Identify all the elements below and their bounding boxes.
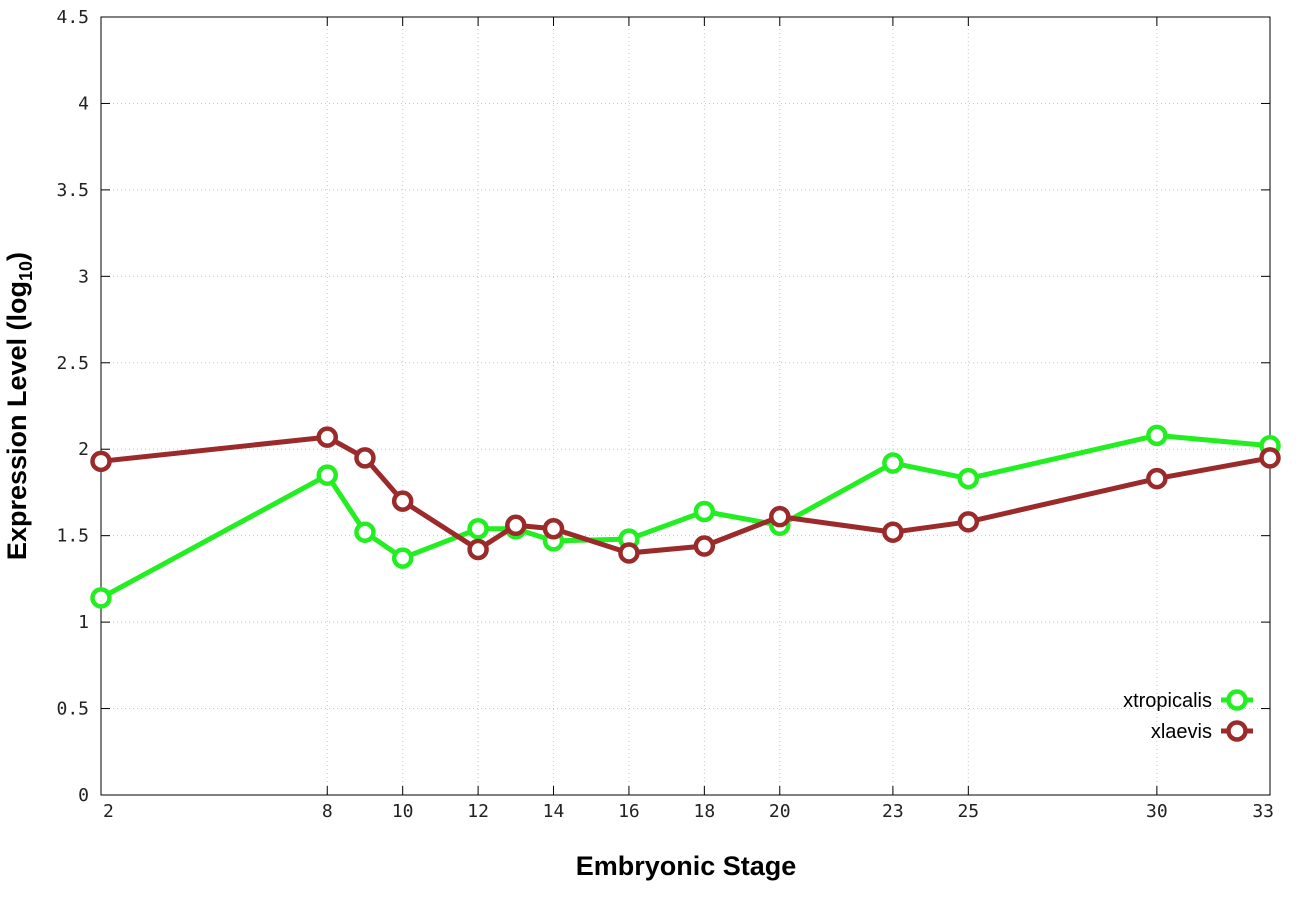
y-tick-label: 1 (78, 612, 89, 633)
y-tick-label: 4.5 (56, 7, 89, 28)
legend-label-xtropicalis: xtropicalis (1123, 690, 1212, 712)
data-point-xlaevis (618, 542, 640, 564)
y-tick-label: 0.5 (56, 699, 89, 720)
legend-marker-xtropicalis (1226, 689, 1248, 711)
data-point-xtropicalis (354, 521, 376, 543)
data-point-xlaevis (1259, 447, 1281, 469)
x-tick-label: 14 (543, 801, 565, 822)
data-point-xlaevis (505, 514, 527, 537)
x-tick-label: 23 (882, 801, 904, 822)
x-tick-label: 16 (618, 801, 640, 822)
data-point-xlaevis (391, 490, 414, 512)
data-point-xtropicalis (316, 464, 339, 486)
data-point-xtropicalis (467, 518, 489, 540)
data-point-xlaevis (693, 535, 716, 557)
y-axis-tick-labels: 0 0.5 1 1.5 2 2.5 3 3.5 4 4.5 (56, 7, 89, 806)
y-tick-label: 4 (78, 93, 89, 114)
data-point-xlaevis (542, 518, 565, 540)
y-tick-label: 2 (78, 439, 89, 460)
legend-label-xlaevis: xlaevis (1151, 721, 1212, 743)
data-point-xtropicalis (1146, 424, 1168, 447)
data-point-xtropicalis (882, 452, 904, 474)
x-axis-title: Embryonic Stage (576, 851, 797, 881)
data-point-xtropicalis (693, 500, 716, 523)
y-tick-label: 0 (78, 785, 89, 806)
y-tick-label: 2.5 (56, 353, 89, 374)
series-layer (90, 424, 1281, 609)
data-point-xtropicalis (391, 547, 414, 569)
plot-area-frame (100, 16, 1271, 796)
grid-lines (101, 17, 1270, 795)
x-tick-label: 30 (1146, 801, 1168, 822)
data-point-xlaevis (90, 450, 112, 473)
data-point-xlaevis (467, 538, 489, 561)
data-point-xlaevis (316, 426, 339, 448)
legend: xtropicalis xlaevis (1123, 689, 1253, 743)
data-point-xlaevis (957, 511, 980, 533)
x-tick-label: 12 (467, 801, 489, 822)
x-tick-label: 33 (1252, 801, 1274, 822)
legend-marker-xlaevis (1226, 720, 1248, 742)
legend-entry-xtropicalis: xtropicalis (1123, 689, 1253, 712)
data-point-xlaevis (354, 447, 376, 469)
y-axis-title-close: ) (2, 252, 32, 261)
x-tick-label: 10 (392, 801, 414, 822)
data-point-xlaevis (1146, 467, 1168, 490)
data-point-xtropicalis (90, 587, 112, 609)
legend-entry-xlaevis: xlaevis (1151, 720, 1253, 743)
y-axis-title-subscript: 10 (16, 261, 36, 281)
y-axis-title: Expression Level (log10) (2, 252, 36, 560)
x-axis-tick-labels: 2 8 10 12 14 16 18 20 23 25 30 33 (103, 801, 1274, 822)
x-tick-label: 20 (769, 801, 791, 822)
y-tick-label: 1.5 (56, 526, 89, 547)
x-tick-label: 25 (957, 801, 979, 822)
axis-ticks (100, 16, 1271, 796)
x-tick-label: 2 (103, 801, 114, 822)
x-tick-label: 18 (694, 801, 716, 822)
series-line-xtropicalis (98, 432, 1273, 601)
y-axis-title-main: Expression Level (log (2, 281, 32, 560)
y-tick-label: 3.5 (56, 180, 89, 201)
data-point-xtropicalis (957, 467, 980, 490)
data-point-xlaevis (882, 521, 904, 543)
y-tick-label: 3 (78, 266, 89, 287)
x-tick-label: 8 (322, 801, 333, 822)
data-point-xlaevis (769, 505, 791, 528)
